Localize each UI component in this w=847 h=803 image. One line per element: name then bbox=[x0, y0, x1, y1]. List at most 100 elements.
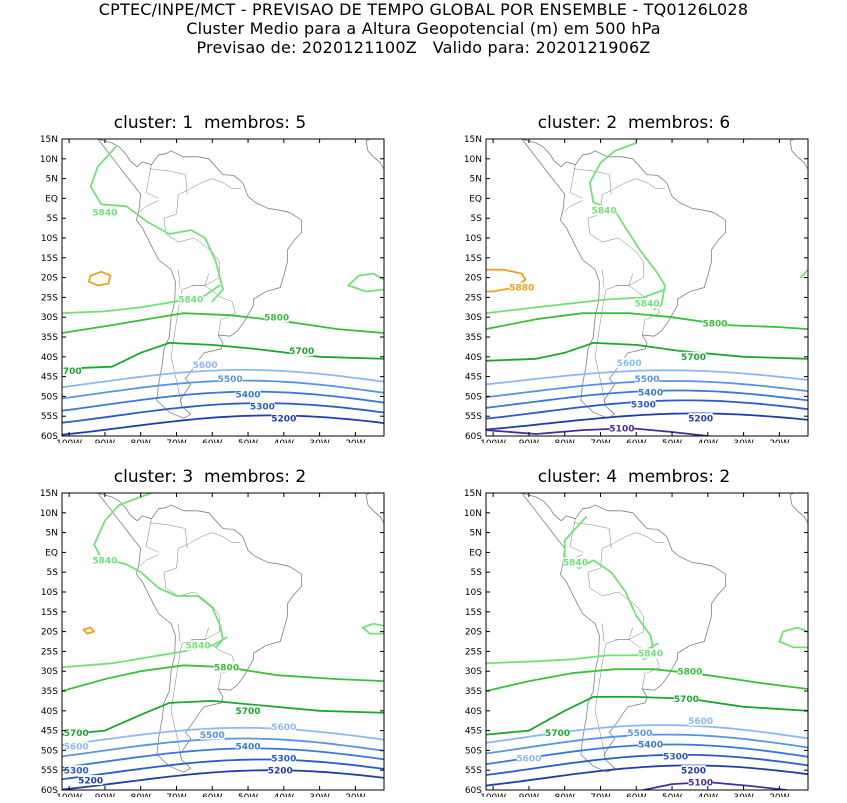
lon-label: 100W bbox=[56, 793, 82, 797]
lat-label: 15N bbox=[464, 489, 482, 499]
contour-label-bg bbox=[638, 648, 663, 659]
contour-line bbox=[93, 493, 224, 649]
contour-label-bg bbox=[638, 739, 663, 750]
lat-label: 60S bbox=[465, 432, 482, 442]
lon-label: 30W bbox=[733, 439, 753, 443]
country-border bbox=[569, 164, 583, 199]
lat-label: 15S bbox=[465, 608, 482, 618]
contour-label: 5500 bbox=[218, 375, 243, 385]
country-border bbox=[587, 532, 644, 644]
country-border bbox=[587, 178, 644, 290]
lat-label: 55S bbox=[465, 766, 482, 776]
contour-label: 5700 bbox=[674, 695, 699, 705]
contour-label-bg bbox=[178, 294, 203, 305]
country-border bbox=[149, 168, 188, 195]
lat-label: EQ bbox=[45, 548, 58, 558]
contour-line bbox=[62, 342, 384, 370]
contour-line bbox=[486, 724, 808, 744]
lon-label: 20W bbox=[345, 793, 365, 797]
lat-label: 5N bbox=[46, 175, 58, 185]
map-frame bbox=[485, 492, 809, 791]
contour-label-bg bbox=[627, 727, 653, 738]
contour-label: 5600 bbox=[271, 723, 296, 733]
contour-line bbox=[486, 764, 808, 787]
contour-label: 5800 bbox=[214, 663, 239, 673]
panel-cluster-2: cluster: 2 membros: 6 5840 5880 5840 5800 57… bbox=[424, 113, 844, 443]
contour-line bbox=[486, 412, 808, 431]
contour-label: 5200 bbox=[78, 776, 103, 786]
contour-label: 5300 bbox=[631, 401, 656, 411]
lat-label: 25S bbox=[465, 293, 482, 303]
contour-label-bg bbox=[563, 557, 588, 568]
coastline-africa bbox=[365, 139, 384, 181]
lat-label: 5S bbox=[47, 214, 59, 224]
contour-label: 5800 bbox=[264, 313, 289, 323]
lat-label: 10S bbox=[41, 588, 58, 598]
lat-label: 20S bbox=[41, 274, 58, 284]
contour-line bbox=[486, 312, 808, 330]
lon-label: 70W bbox=[166, 793, 186, 797]
lat-label: 20S bbox=[465, 628, 482, 638]
lat-label: 15N bbox=[40, 489, 58, 499]
panel-cluster-3: cluster: 3 membros: 2 5840 5840 5800 5700 57… bbox=[0, 467, 420, 797]
map-frame bbox=[61, 492, 385, 791]
contour-line bbox=[62, 414, 384, 436]
contour-line bbox=[486, 753, 808, 776]
contour-label: 5300 bbox=[250, 403, 275, 413]
country-border bbox=[642, 671, 646, 690]
contour-label-bg bbox=[271, 753, 297, 764]
contour-label: 5100 bbox=[609, 424, 634, 434]
contour-line bbox=[486, 268, 527, 293]
lat-label: 35S bbox=[41, 687, 58, 697]
lat-label: 35S bbox=[465, 687, 482, 697]
contour-label-bg bbox=[268, 765, 293, 776]
country-border bbox=[139, 554, 159, 567]
country-border bbox=[573, 522, 612, 549]
contour-line bbox=[62, 758, 384, 780]
contour-label-bg bbox=[62, 365, 82, 376]
contour-line bbox=[563, 515, 656, 661]
lon-label: 80W bbox=[555, 793, 575, 797]
contour-label-bg bbox=[214, 662, 239, 673]
lat-label: 30S bbox=[41, 313, 58, 323]
lat-label: 10N bbox=[464, 155, 482, 165]
contour-label-bg bbox=[609, 423, 635, 434]
country-border bbox=[594, 643, 607, 761]
lon-label: 40W bbox=[274, 793, 294, 797]
lat-label: 40S bbox=[41, 353, 58, 363]
map-frame bbox=[61, 138, 385, 437]
contour-label-bg bbox=[200, 729, 225, 740]
contour-line bbox=[642, 781, 788, 790]
lon-label: 70W bbox=[166, 439, 186, 443]
contour-label: 5400 bbox=[638, 389, 663, 399]
contour-label-bg bbox=[677, 666, 703, 677]
lon-label: 50W bbox=[662, 439, 682, 443]
contour-label: 5800 bbox=[702, 319, 727, 329]
contour-line bbox=[486, 369, 808, 386]
panel-title: cluster: 2 membros: 6 bbox=[537, 113, 731, 133]
panel-cluster-1: cluster: 1 membros: 5 5840 5840 5800 5700 57… bbox=[0, 113, 420, 443]
contour-line bbox=[347, 272, 384, 293]
lat-label: 10N bbox=[40, 509, 58, 519]
country-border bbox=[149, 522, 188, 549]
contour-label-bg bbox=[638, 387, 663, 398]
contour-line bbox=[62, 284, 221, 315]
contour-line bbox=[62, 312, 384, 334]
contour-label: 5600 bbox=[193, 361, 218, 371]
contour-line bbox=[62, 636, 228, 669]
country-border bbox=[218, 317, 222, 336]
lat-label: 10S bbox=[41, 234, 58, 244]
coastline-africa bbox=[789, 139, 808, 181]
contour-label-bg bbox=[634, 298, 660, 309]
country-border bbox=[642, 317, 646, 336]
lon-label: 100W bbox=[480, 793, 506, 797]
lon-label: 90W bbox=[95, 439, 115, 443]
map-plot: 5840 5880 5840 5800 5700 5600 5500 5400 5300 5200… bbox=[464, 135, 809, 443]
lon-label: 100W bbox=[56, 439, 82, 443]
country-border bbox=[190, 627, 209, 640]
contour-label: 5100 bbox=[688, 778, 713, 788]
lat-label: 45S bbox=[41, 373, 58, 383]
lat-label: 45S bbox=[41, 727, 58, 737]
contour-label: 5840 bbox=[92, 557, 117, 567]
lon-label: 40W bbox=[698, 439, 718, 443]
